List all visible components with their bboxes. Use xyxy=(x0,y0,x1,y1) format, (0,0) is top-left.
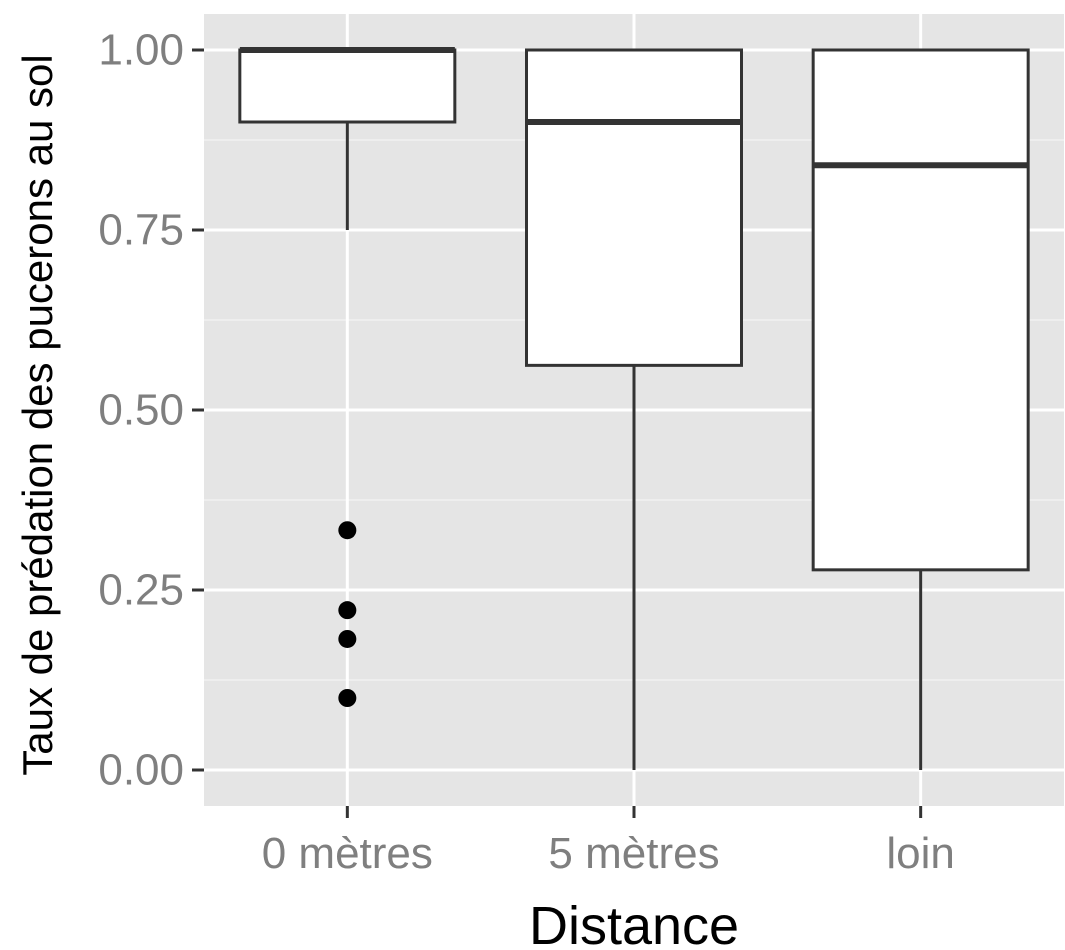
y-tick-label: 0.75 xyxy=(98,206,184,255)
iqr-box xyxy=(238,48,457,124)
x-axis-title: Distance xyxy=(529,896,739,950)
x-tick-label: 0 mètres xyxy=(262,829,433,878)
y-tick-label: 1.00 xyxy=(98,26,184,75)
y-tick-label: 0.00 xyxy=(98,746,184,795)
outlier-point xyxy=(338,689,357,707)
iqr-box xyxy=(525,48,743,367)
box-2 xyxy=(525,48,743,770)
x-tick-label: 5 mètres xyxy=(548,829,719,878)
box-1 xyxy=(238,47,457,707)
box-layer xyxy=(238,47,1030,770)
y-tick-label: 0.25 xyxy=(98,566,184,615)
y-tick-label: 0.50 xyxy=(98,386,184,435)
outlier-point xyxy=(338,629,357,648)
axes: 0.00 0.25 0.50 0.75 1.00 0 mètres 5 mètres loin xyxy=(98,26,955,879)
outlier-point xyxy=(338,601,357,620)
y-axis-title: Taux de prédation des pucerons au sol xyxy=(14,54,61,776)
box-3 xyxy=(811,48,1030,770)
outlier-point xyxy=(338,521,357,540)
x-tick-label: loin xyxy=(886,829,955,878)
iqr-box xyxy=(811,48,1030,572)
